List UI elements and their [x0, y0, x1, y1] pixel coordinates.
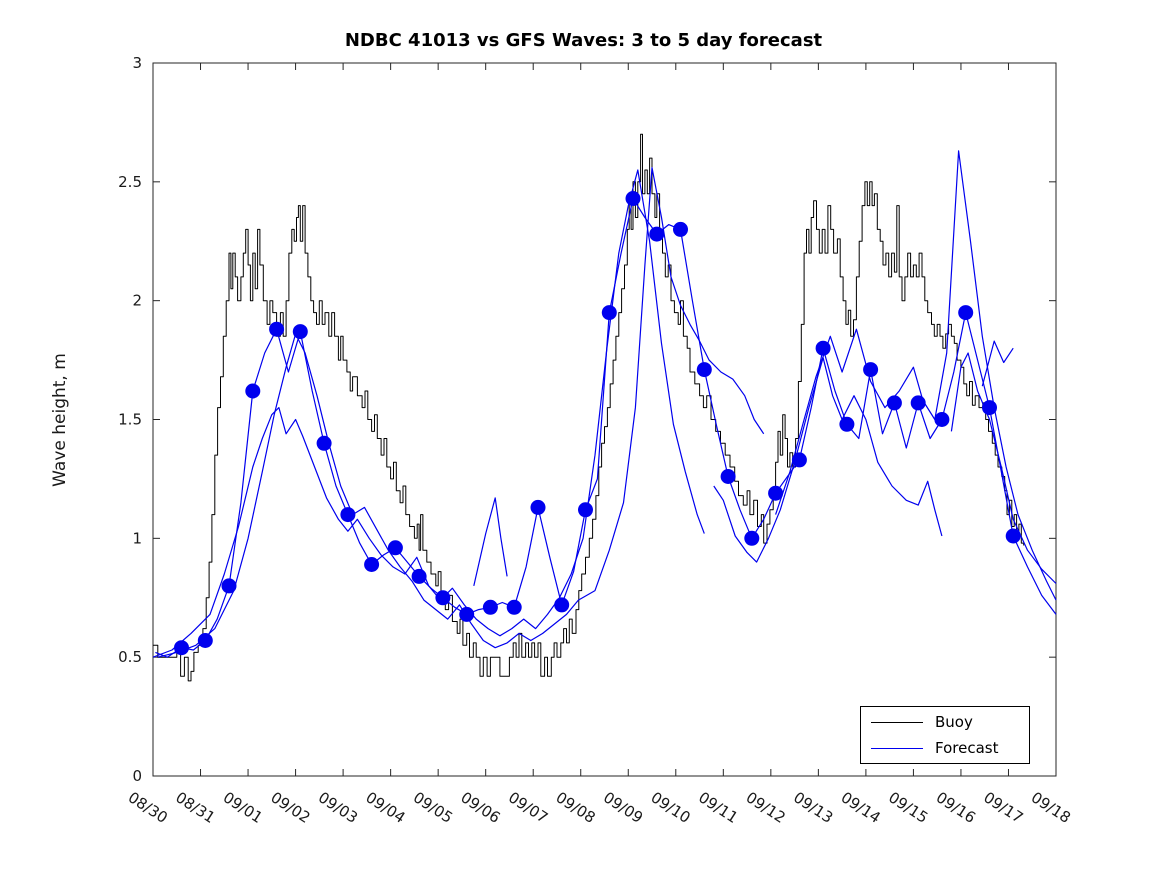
- forecast-marker-dot: [1005, 528, 1021, 544]
- x-tick-label: 09/17: [980, 788, 1026, 827]
- x-tick-label: 08/31: [172, 788, 218, 827]
- x-tick-label: 09/16: [933, 788, 979, 827]
- x-tick-label: 09/09: [600, 788, 646, 827]
- y-tick-label: 0: [132, 767, 142, 785]
- y-axis: 0 0.5 1 1.5 2 2.5 3: [118, 54, 1056, 785]
- series-line: [981, 340, 1014, 387]
- buoy-line-sample: [871, 721, 923, 723]
- forecast-marker-dot: [625, 191, 641, 206]
- x-tick-label: 09/05: [410, 788, 456, 827]
- series-line: [775, 150, 1057, 601]
- series-forecast-early-run-: [152, 169, 1057, 658]
- x-tick-label: 09/04: [362, 788, 408, 827]
- forecast-marker-dot: [910, 395, 926, 411]
- y-tick-label: 1: [132, 529, 142, 547]
- forecast-marker-dot: [364, 557, 380, 572]
- forecast-marker-dot: [530, 499, 546, 515]
- y-tick-label: 2: [132, 292, 142, 310]
- legend-label-buoy: Buoy: [935, 713, 973, 731]
- series-line: [950, 352, 1057, 584]
- forecast-marker-dot: [482, 599, 498, 615]
- forecast-marker-dot: [221, 578, 237, 594]
- series-buoy: [153, 133, 1025, 682]
- plot-border: [152, 62, 1057, 777]
- x-tick-label: 09/15: [885, 788, 931, 827]
- forecast-marker-dot: [839, 416, 855, 432]
- forecast-marker-dot: [197, 633, 213, 648]
- series-line: [157, 167, 765, 658]
- forecast-marker-dot: [578, 502, 593, 518]
- forecast-line-sample: [871, 747, 923, 749]
- x-tick-label: 09/18: [1028, 788, 1074, 827]
- series-line: [473, 497, 508, 587]
- x-tick-label: 09/03: [315, 788, 361, 827]
- forecast-marker-dot: [886, 395, 902, 411]
- series-forecast-late-run-: [157, 150, 1057, 658]
- series-line: [152, 169, 705, 658]
- forecast-marker-dot: [720, 469, 736, 484]
- forecast-marker-dot: [245, 383, 261, 399]
- forecast-marker-dot: [696, 362, 712, 378]
- forecast-marker-dot: [768, 485, 784, 501]
- x-tick-label: 09/13: [790, 788, 836, 827]
- y-tick-label: 3: [132, 54, 142, 72]
- forecast-marker-dot: [387, 540, 403, 556]
- series-forecast-marker-run-: [155, 191, 1057, 658]
- x-tick-label: 09/07: [505, 788, 551, 827]
- x-tick-label: 09/06: [458, 788, 504, 827]
- legend-label-forecast: Forecast: [935, 739, 999, 757]
- x-tick-label: 09/10: [648, 788, 694, 827]
- y-tick-label: 1.5: [118, 411, 142, 429]
- forecast-marker-dot: [649, 226, 665, 242]
- forecast-marker-dot: [934, 412, 950, 427]
- legend-entry-buoy: Buoy: [861, 710, 1029, 734]
- y-tick-label: 0.5: [118, 648, 142, 666]
- forecast-marker-dot: [269, 321, 285, 337]
- legend: Buoy Forecast: [860, 706, 1030, 764]
- forecast-marker-dot: [958, 305, 974, 321]
- series-forecast-short-pieces-: [473, 340, 1014, 587]
- x-tick-label: 08/30: [125, 788, 171, 827]
- forecast-marker-dot: [554, 597, 570, 613]
- forecast-marker-dot: [506, 599, 522, 615]
- forecast-marker-dot: [744, 530, 760, 546]
- x-tick-label: 09/01: [220, 788, 266, 827]
- x-tick-label: 09/14: [838, 788, 884, 827]
- x-tick-label: 09/11: [695, 788, 741, 827]
- series-line: [713, 357, 943, 563]
- chart-title: NDBC 41013 vs GFS Waves: 3 to 5 day fore…: [344, 30, 823, 51]
- forecast-marker-dot: [673, 221, 688, 237]
- x-tick-label: 09/02: [267, 788, 313, 827]
- forecast-marker-dot: [601, 305, 617, 321]
- x-tick-label: 09/12: [743, 788, 789, 827]
- y-tick-label: 2.5: [118, 173, 142, 191]
- legend-entry-forecast: Forecast: [861, 736, 1029, 760]
- series-line: [153, 133, 1025, 682]
- series-line: [155, 197, 1057, 658]
- x-tick-label: 09/08: [553, 788, 599, 827]
